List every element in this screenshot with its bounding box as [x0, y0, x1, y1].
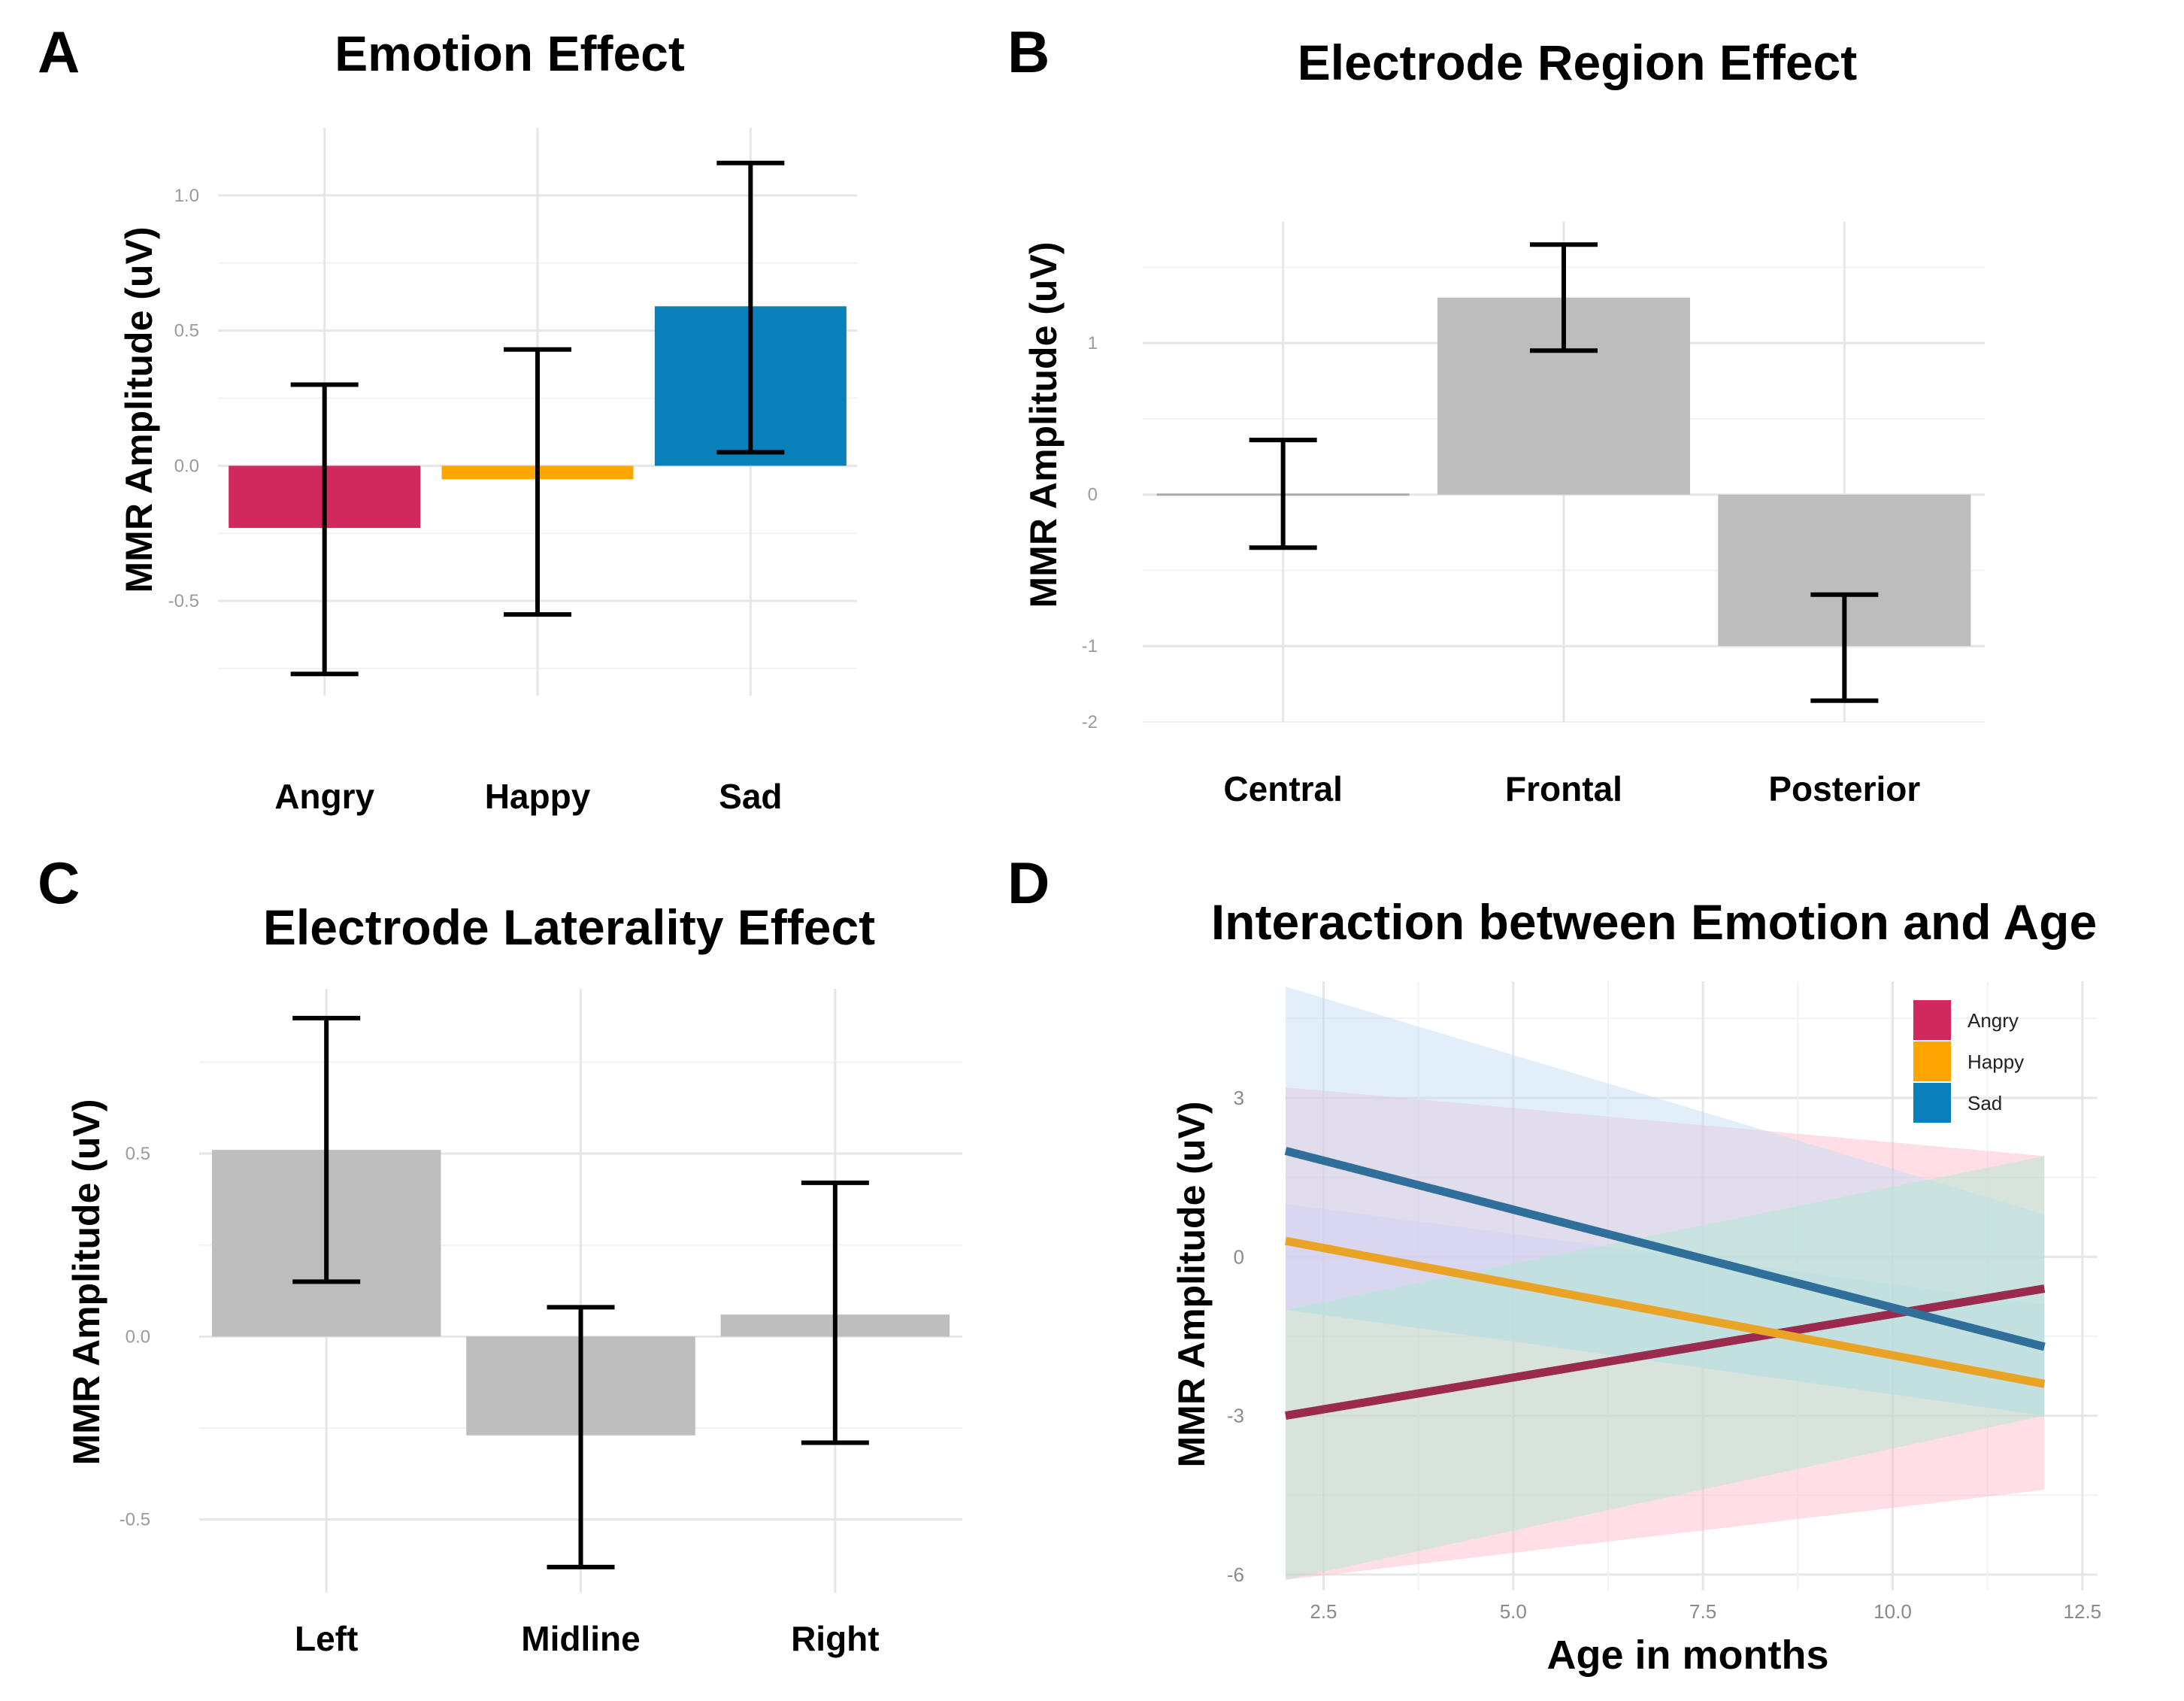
panel-letter-b: B — [1007, 19, 1050, 85]
y-tick-label: 0.0 — [174, 456, 199, 476]
y-tick-label: 0.0 — [126, 1327, 150, 1347]
x-category-label-left: Left — [295, 1619, 358, 1658]
x-axis-label-d: Age in months — [1546, 1633, 1829, 1678]
x-tick-label: 5.0 — [1500, 1600, 1527, 1623]
chart-c: -0.5 0.0 0.5 Left Midline Right — [120, 989, 962, 1658]
x-category-label-frontal: Frontal — [1505, 769, 1622, 808]
ci-ribbon-green-band — [1286, 1156, 2045, 1580]
legend-swatch-sad — [1913, 1083, 1951, 1123]
legend-label-angry: Angry — [1967, 1009, 2019, 1032]
line-happy — [1284, 1236, 2046, 1388]
y-tick-label: 0.5 — [126, 1144, 150, 1164]
panel-letter-a: A — [38, 19, 80, 85]
x-category-label-central: Central — [1223, 769, 1342, 808]
y-tick-label: -1 — [1082, 636, 1098, 656]
y-tick-label: -0.5 — [168, 591, 199, 611]
chart-a: -0.5 0.0 0.5 1.0 Angry Happy Sad — [168, 128, 857, 816]
y-tick-label: 1 — [1088, 333, 1098, 353]
panel-title-b: Electrode Region Effect — [1297, 35, 1858, 90]
y-tick-label: 0 — [1088, 485, 1098, 505]
x-category-label-sad: Sad — [719, 777, 782, 816]
ci-ribbon-angry — [1286, 1087, 2045, 1580]
y-tick-label: 1.0 — [174, 186, 199, 206]
legend-swatch-angry — [1913, 1000, 1951, 1040]
legend-label-happy: Happy — [1967, 1051, 2024, 1073]
x-tick-label: 2.5 — [1310, 1600, 1337, 1623]
y-tick-label: 3 — [1234, 1087, 1244, 1109]
y-tick-label: -2 — [1082, 712, 1098, 732]
legend-swatch-happy — [1913, 1042, 1951, 1081]
x-category-label-posterior: Posterior — [1768, 769, 1920, 808]
x-tick-label: 10.0 — [1874, 1600, 1912, 1623]
x-category-label-happy: Happy — [485, 777, 591, 816]
panel-letter-c: C — [38, 850, 80, 916]
line-angry — [1285, 1284, 2046, 1420]
x-category-label-right: Right — [791, 1619, 880, 1658]
panel-letter-d: D — [1007, 850, 1050, 916]
panel-title-a: Emotion Effect — [335, 26, 685, 81]
ci-ribbon-sad — [1286, 987, 2045, 1416]
y-tick-label: -3 — [1227, 1405, 1244, 1427]
y-tick-label: -0.5 — [120, 1510, 150, 1530]
panel-title-c: Electrode Laterality Effect — [262, 899, 876, 955]
chart-b: -2 -1 0 1 Central Frontal Posterior — [1082, 222, 1985, 808]
line-sad — [1284, 1147, 2046, 1351]
y-tick-label: 0 — [1234, 1245, 1244, 1268]
panel-title-d: Interaction between Emotion and Age — [1210, 894, 2098, 950]
x-tick-label: 12.5 — [2064, 1600, 2102, 1623]
y-tick-label: -6 — [1227, 1563, 1244, 1586]
y-tick-label: 0.5 — [174, 321, 199, 341]
x-tick-label: 7.5 — [1689, 1600, 1716, 1623]
x-category-label-midline: Midline — [521, 1619, 640, 1658]
x-category-label-angry: Angry — [274, 777, 374, 816]
legend-label-sad: Sad — [1967, 1092, 2002, 1114]
